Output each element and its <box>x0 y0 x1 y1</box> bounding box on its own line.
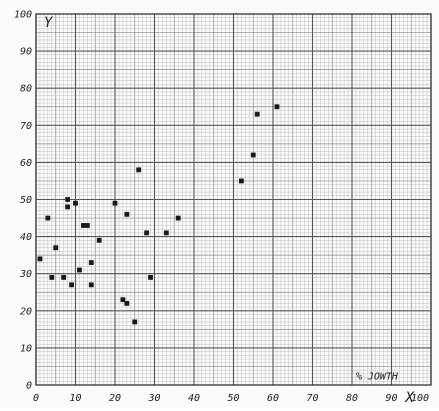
data-point <box>250 152 256 158</box>
plot-frame <box>35 13 432 386</box>
y-tick-labels: 0 10 20 30 40 50 60 70 80 90 100 <box>14 10 32 392</box>
data-point <box>175 215 181 221</box>
data-point <box>124 211 130 217</box>
data-point <box>69 282 74 288</box>
data-point <box>53 245 59 251</box>
data-point <box>148 275 153 280</box>
y-tick-label: 80 <box>20 84 32 95</box>
x-axis-note: % <box>356 371 362 382</box>
y-tick-label: 100 <box>14 10 32 21</box>
x-tick-label: 50 <box>227 393 239 404</box>
data-point <box>124 300 130 306</box>
y-tick-label: 50 <box>20 195 32 206</box>
data-point <box>88 282 94 288</box>
data-point <box>120 297 126 303</box>
data-point <box>88 260 94 265</box>
x-tick-label: 40 <box>188 393 200 404</box>
major-grid <box>35 13 432 386</box>
data-points <box>37 104 280 325</box>
data-point <box>254 111 260 117</box>
data-point <box>61 275 67 280</box>
data-point <box>239 178 244 184</box>
y-axis-label: Y <box>44 15 54 31</box>
x-tick-label: 70 <box>306 393 318 404</box>
data-point <box>65 204 70 210</box>
data-point <box>49 275 55 280</box>
x-tick-label: 60 <box>267 393 279 404</box>
data-point <box>84 223 90 228</box>
x-tick-label: 20 <box>109 393 121 404</box>
x-tick-label: 10 <box>69 393 81 404</box>
data-point <box>77 267 82 273</box>
x-axis-caption: JOWTH <box>367 371 399 382</box>
y-tick-label: 30 <box>19 269 32 280</box>
x-tick-label: 0 <box>33 393 39 404</box>
data-point <box>96 237 102 243</box>
x-tick-labels: 0 10 20 30 40 50 60 70 80 90 100 <box>33 393 429 404</box>
data-point <box>144 230 149 236</box>
data-point <box>37 256 43 262</box>
data-point <box>132 319 138 325</box>
y-tick-label: 40 <box>20 232 32 243</box>
data-point <box>163 230 169 236</box>
x-tick-label: 30 <box>147 393 160 404</box>
x-tick-label: 90 <box>385 393 397 404</box>
y-tick-label: 60 <box>20 158 32 169</box>
data-point <box>65 197 70 202</box>
x-tick-label: 100 <box>411 393 429 404</box>
y-tick-label: 90 <box>20 47 32 58</box>
y-tick-label: 10 <box>20 343 32 354</box>
y-tick-label: 20 <box>20 306 32 317</box>
x-axis-label: X <box>404 390 415 406</box>
data-point <box>45 215 51 221</box>
data-point <box>73 200 78 206</box>
data-point <box>274 104 280 110</box>
data-point <box>136 167 142 173</box>
data-point <box>112 200 118 206</box>
y-tick-label: 70 <box>20 121 32 132</box>
x-tick-label: 80 <box>346 393 358 404</box>
y-tick-label: 0 <box>26 381 32 392</box>
data-point <box>81 223 86 228</box>
